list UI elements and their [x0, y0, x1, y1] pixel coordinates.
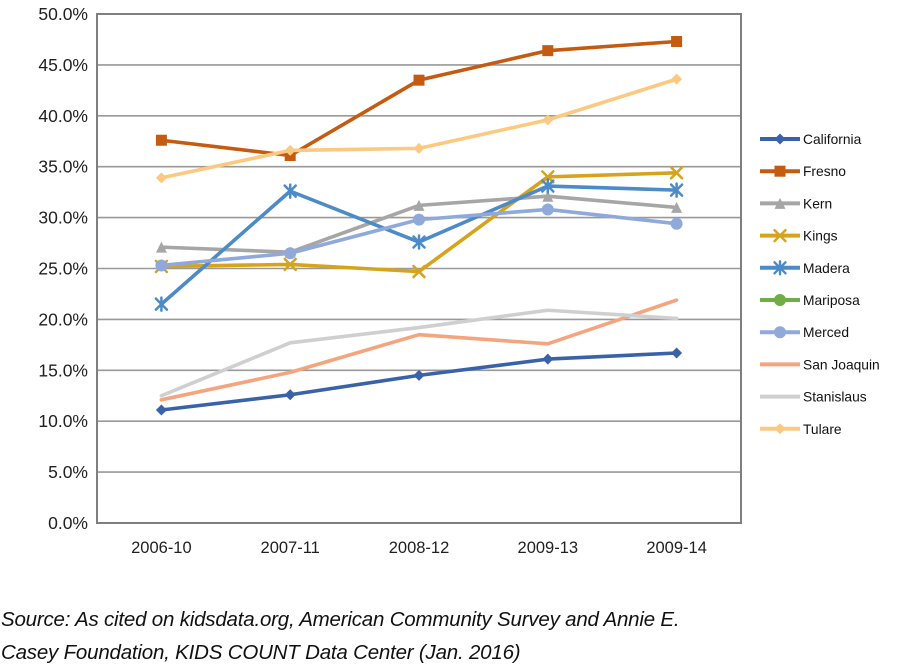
series-line-stanislaus — [159, 308, 679, 398]
legend-item-kern: Kern — [760, 196, 832, 211]
series-marker — [773, 228, 787, 243]
series-marker — [542, 45, 554, 57]
y-axis-tick-label: 0.0% — [48, 513, 88, 533]
series-marker — [283, 257, 297, 272]
legend-label: Madera — [803, 261, 850, 276]
series-marker — [413, 369, 425, 381]
series-marker — [155, 404, 167, 416]
x-axis-tick-label: 2009-13 — [518, 539, 579, 557]
series-marker — [542, 353, 554, 365]
series-marker — [671, 35, 683, 47]
series-marker — [284, 247, 297, 260]
series-marker — [774, 133, 786, 145]
legend-item-san-joaquin: San Joaquin — [760, 357, 880, 372]
series-marker — [774, 326, 786, 339]
y-axis-tick-label: 45.0% — [38, 55, 88, 75]
y-axis-tick-label: 40.0% — [38, 106, 88, 126]
legend-label: Fresno — [803, 164, 846, 179]
series-marker — [669, 166, 684, 180]
legend-label: San Joaquin — [803, 357, 880, 372]
line-chart: 0.0% 5.0% 10.0% 15.0% 20.0% 25.0% 30.0% 35.0% 40… — [38, 4, 880, 557]
y-axis-tick-label: 25.0% — [38, 259, 88, 279]
legend-item-tulare: Tulare — [760, 422, 842, 437]
legend-label: Mariposa — [803, 293, 860, 308]
series-marker — [155, 241, 167, 253]
x-axis-tick-label: 2009-14 — [646, 539, 707, 557]
legend-label: Merced — [803, 325, 849, 340]
y-axis-tick-label: 5.0% — [48, 462, 88, 482]
series-marker — [155, 134, 167, 146]
series-marker — [671, 201, 683, 213]
series-marker — [413, 74, 425, 86]
legend-item-fresno: Fresno — [760, 164, 846, 179]
x-axis-tick-label: 2007-11 — [261, 539, 320, 557]
y-axis-tick-label: 20.0% — [38, 309, 88, 329]
series-marker — [412, 264, 426, 279]
series-marker — [774, 197, 786, 209]
series-marker — [774, 423, 786, 435]
series-marker — [542, 114, 554, 126]
series-marker — [671, 73, 683, 85]
source-note-line2: Casey Foundation, KIDS COUNT Data Center… — [1, 641, 521, 664]
series-marker — [774, 294, 786, 306]
legend-label: California — [803, 132, 862, 147]
series-marker — [541, 170, 555, 184]
series-marker — [284, 144, 296, 156]
legend-label: Kings — [803, 229, 838, 244]
y-axis-tick-label: 10.0% — [38, 411, 88, 431]
series-line-san-joaquin — [159, 298, 679, 402]
y-axis-tick-label: 35.0% — [38, 157, 88, 177]
series-marker — [155, 259, 168, 272]
series-line-tulare — [159, 77, 679, 180]
plot-border — [96, 13, 742, 524]
series-marker — [284, 389, 296, 401]
source-note-line1: Source: As cited on kidsdata.org, Americ… — [1, 608, 680, 631]
y-axis-tick-label: 30.0% — [38, 208, 88, 228]
series-marker — [413, 142, 425, 154]
series-marker — [155, 172, 167, 184]
source-note: Source: As cited on kidsdata.org, Americ… — [1, 603, 881, 669]
series-marker — [413, 199, 425, 211]
legend-item-stanislaus: Stanislaus — [760, 390, 867, 405]
legend-label: Kern — [803, 196, 832, 211]
x-axis-tick-label: 2006-10 — [131, 539, 192, 557]
series-marker — [670, 217, 683, 230]
legend-label: Tulare — [803, 422, 842, 437]
y-axis-tick-label: 50.0% — [38, 4, 88, 24]
series-marker — [541, 203, 554, 216]
series-line-fresno — [159, 39, 679, 158]
legend-label: Stanislaus — [803, 390, 867, 405]
y-axis-tick-label: 15.0% — [38, 360, 88, 380]
series-marker — [774, 165, 786, 177]
series-marker — [671, 347, 683, 359]
legend-item-merced: Merced — [760, 325, 849, 340]
series-marker — [542, 190, 554, 202]
x-axis-tick-label: 2008-12 — [389, 539, 450, 557]
series-marker — [413, 213, 425, 226]
legend-item-kings: Kings — [760, 229, 838, 244]
